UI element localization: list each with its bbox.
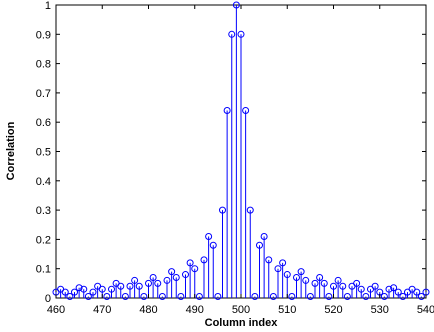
x-tick-label: 470 — [93, 304, 111, 316]
stem-marker — [316, 273, 324, 281]
stem-marker — [330, 282, 337, 290]
stem-marker — [200, 256, 208, 264]
stem-marker — [75, 284, 83, 292]
stem-marker — [214, 293, 222, 301]
stem-marker — [306, 293, 314, 301]
stem-marker — [177, 293, 185, 301]
stem-marker — [126, 282, 134, 290]
stem-marker — [219, 206, 226, 214]
stem-marker — [158, 293, 166, 301]
y-tick-label: 0.3 — [36, 205, 51, 217]
stem-marker — [117, 282, 125, 290]
x-tick-label: 520 — [324, 304, 342, 316]
stem-marker — [182, 271, 189, 279]
stem-marker — [71, 288, 78, 296]
stem-marker — [269, 293, 277, 301]
stem-marker — [186, 259, 194, 267]
stem-marker — [417, 293, 425, 301]
y-tick-label: 1 — [45, 0, 51, 12]
stem-marker — [154, 279, 162, 287]
y-tick-label: 0.4 — [36, 176, 51, 188]
stem-marker — [279, 259, 287, 267]
stem-marker — [390, 284, 398, 292]
stem-marker — [399, 293, 407, 301]
stem-marker — [246, 206, 254, 214]
y-tick-label: 0.9 — [36, 29, 51, 41]
x-tick-label: 460 — [47, 304, 65, 316]
y-tick-label: 0.6 — [36, 117, 51, 129]
stem-marker — [256, 241, 263, 249]
y-axis-title: Correlation — [5, 121, 17, 180]
stem-marker — [89, 288, 97, 296]
stem-marker — [223, 106, 231, 114]
stem-marker — [311, 279, 319, 287]
stem-marker — [320, 279, 328, 287]
stem-marker — [357, 285, 365, 293]
stem-marker — [135, 282, 143, 290]
stem-marker — [149, 273, 157, 281]
stem-marker — [108, 285, 115, 293]
stem-marker — [288, 293, 296, 301]
x-tick-label: 510 — [278, 304, 296, 316]
stem-marker — [260, 232, 268, 240]
x-axis: 460 470 480 490 500 510 520 530 540 — [47, 5, 434, 316]
stem-marker — [334, 276, 342, 284]
stem-marker — [172, 273, 180, 281]
stem-marker — [98, 285, 106, 293]
stem-marker — [413, 288, 421, 296]
y-tick-label: 0.7 — [36, 88, 51, 100]
stem-marker — [232, 1, 240, 9]
stem-marker — [362, 293, 370, 301]
y-tick-label: 0.8 — [36, 59, 51, 71]
x-tick-label: 500 — [232, 304, 250, 316]
stem-marker — [283, 271, 291, 279]
stem-marker — [209, 241, 217, 249]
stem-marker — [191, 265, 199, 273]
x-tick-label: 490 — [186, 304, 204, 316]
stem-marker — [121, 293, 129, 301]
y-axis: 0 0.1 0.2 0.3 0.4 0.5 0.6 0.7 0.8 0.9 1 — [36, 0, 426, 305]
stem-marker — [343, 293, 351, 301]
y-tick-label: 0.1 — [36, 264, 51, 276]
x-axis-title: Column index — [205, 317, 279, 329]
stem-marker — [168, 268, 176, 276]
stem-marker — [131, 276, 139, 284]
stem-marker — [380, 293, 388, 301]
stem-marker — [325, 293, 333, 301]
stem-marker — [274, 265, 282, 273]
stem-marker — [80, 285, 88, 293]
stem-marker — [66, 293, 74, 301]
stem-marker — [237, 30, 245, 38]
stem-marker — [145, 279, 152, 287]
y-tick-label: 0.2 — [36, 234, 51, 246]
stem-marker — [103, 293, 111, 301]
x-tick-label: 540 — [417, 304, 434, 316]
stem-marker — [163, 276, 171, 284]
stem-marker — [140, 293, 148, 301]
stem-marker — [297, 268, 305, 276]
stem-marker — [265, 256, 273, 264]
stem-marker — [228, 30, 236, 38]
stem-marker — [353, 279, 361, 287]
stem-marker — [385, 285, 393, 293]
stem-marker — [195, 293, 203, 301]
stem-series — [52, 1, 430, 301]
stem-marker — [205, 232, 213, 240]
x-tick-label: 530 — [371, 304, 389, 316]
stem-marker — [302, 276, 310, 284]
stem-marker — [394, 288, 402, 296]
y-tick-label: 0 — [45, 293, 51, 305]
y-tick-label: 0.5 — [36, 147, 51, 159]
stem-marker — [251, 293, 259, 301]
stem-marker — [339, 282, 347, 290]
x-tick-label: 480 — [139, 304, 157, 316]
stem-marker — [371, 282, 379, 290]
stem-marker — [61, 288, 69, 296]
stem-marker — [84, 293, 92, 301]
stem-marker — [242, 106, 250, 114]
stem-marker — [293, 273, 300, 281]
